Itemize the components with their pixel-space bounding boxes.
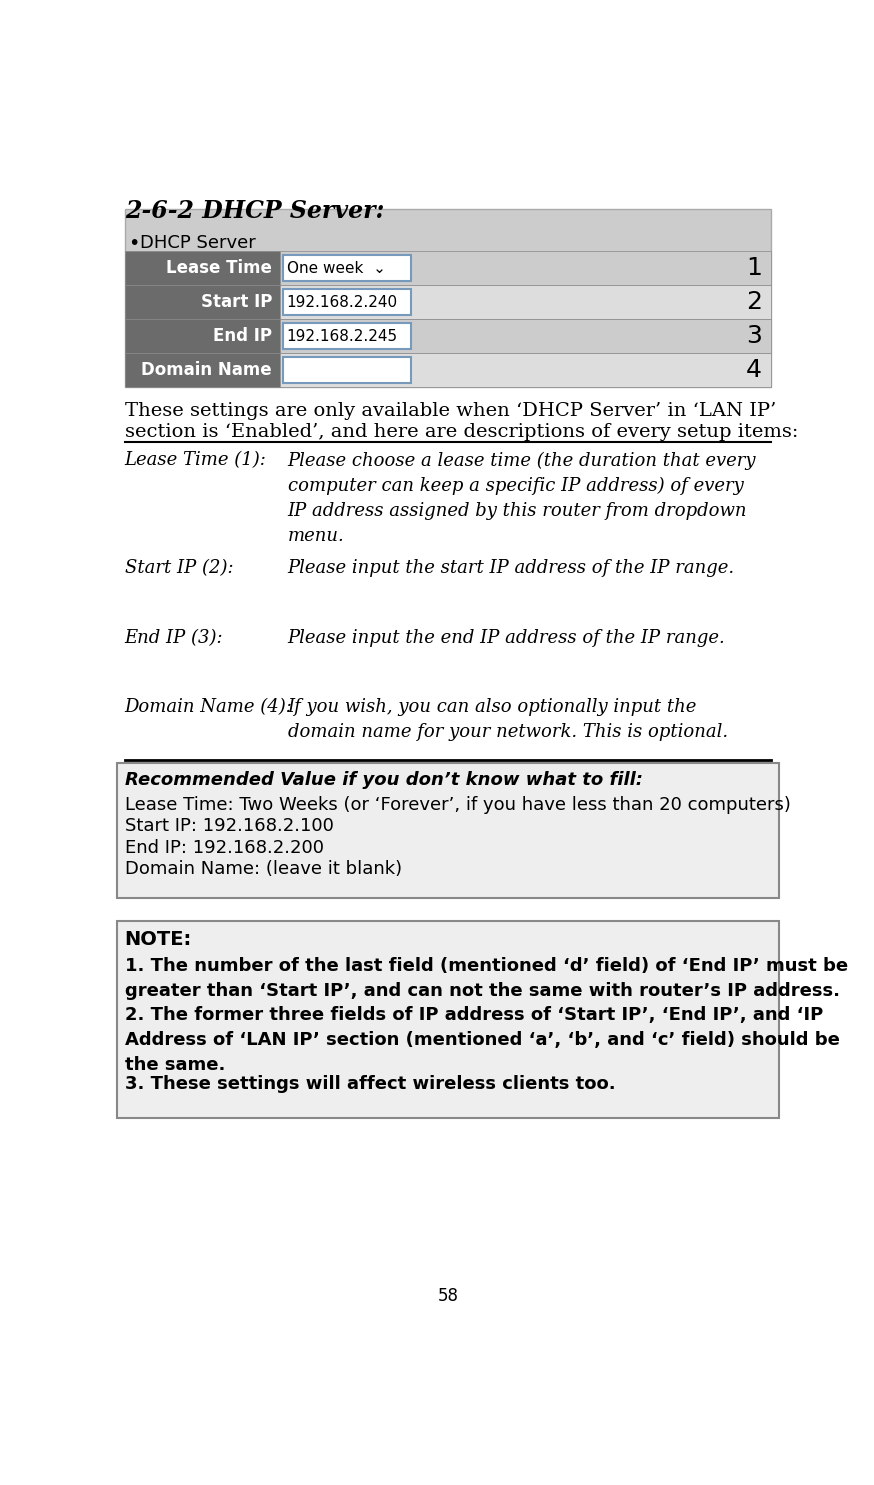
FancyBboxPatch shape <box>283 322 411 349</box>
Text: 3: 3 <box>746 324 762 347</box>
Text: Recommended Value if you don’t know what to fill:: Recommended Value if you don’t know what… <box>125 771 642 789</box>
Text: Lease Time: Lease Time <box>166 260 272 278</box>
Text: End IP (3):: End IP (3): <box>125 628 224 646</box>
Text: 58: 58 <box>437 1286 459 1305</box>
Text: 192.168.2.245: 192.168.2.245 <box>287 328 398 343</box>
Text: 2-6-2 DHCP Server:: 2-6-2 DHCP Server: <box>125 199 385 223</box>
FancyBboxPatch shape <box>280 353 771 388</box>
FancyBboxPatch shape <box>283 356 411 383</box>
Text: Please choose a lease time (the duration that every
computer can keep a specific: Please choose a lease time (the duration… <box>288 451 756 545</box>
Text: Domain Name: (leave it blank): Domain Name: (leave it blank) <box>125 860 402 879</box>
Text: 2. The former three fields of IP address of ‘Start IP’, ‘End IP’, and ‘IP
Addres: 2. The former three fields of IP address… <box>125 1005 840 1074</box>
Text: Lease Time (1):: Lease Time (1): <box>125 451 267 469</box>
Text: Lease Time: Two Weeks (or ‘Forever’, if you have less than 20 computers): Lease Time: Two Weeks (or ‘Forever’, if … <box>125 796 791 814</box>
Text: One week  ⌄: One week ⌄ <box>287 261 385 276</box>
FancyBboxPatch shape <box>117 921 779 1118</box>
Text: End IP: 192.168.2.200: End IP: 192.168.2.200 <box>125 839 323 857</box>
Text: Domain Name: Domain Name <box>142 361 272 379</box>
Text: 1. The number of the last field (mentioned ‘d’ field) of ‘End IP’ must be
greate: 1. The number of the last field (mention… <box>125 956 848 999</box>
Text: Start IP: 192.168.2.100: Start IP: 192.168.2.100 <box>125 817 334 835</box>
Text: •: • <box>128 233 139 252</box>
FancyBboxPatch shape <box>125 209 771 388</box>
FancyBboxPatch shape <box>125 319 280 353</box>
FancyBboxPatch shape <box>283 290 411 315</box>
FancyBboxPatch shape <box>280 319 771 353</box>
Text: Please input the start IP address of the IP range.: Please input the start IP address of the… <box>288 560 735 578</box>
FancyBboxPatch shape <box>117 763 779 898</box>
Text: If you wish, you can also optionally input the
domain name for your network. Thi: If you wish, you can also optionally inp… <box>288 698 728 741</box>
Text: These settings are only available when ‘DHCP Server’ in ‘LAN IP’: These settings are only available when ‘… <box>125 401 776 419</box>
Text: section is ‘Enabled’, and here are descriptions of every setup items:: section is ‘Enabled’, and here are descr… <box>125 423 798 441</box>
Text: 4: 4 <box>746 358 762 382</box>
FancyBboxPatch shape <box>125 251 280 285</box>
FancyBboxPatch shape <box>125 285 280 319</box>
Text: Start IP: Start IP <box>201 293 272 312</box>
Text: End IP: End IP <box>213 327 272 345</box>
Text: DHCP Server: DHCP Server <box>140 233 256 251</box>
Text: Start IP (2):: Start IP (2): <box>125 560 233 578</box>
Text: 192.168.2.240: 192.168.2.240 <box>287 294 398 310</box>
FancyBboxPatch shape <box>280 285 771 319</box>
Text: 2: 2 <box>746 290 762 315</box>
FancyBboxPatch shape <box>283 255 411 281</box>
Text: Please input the end IP address of the IP range.: Please input the end IP address of the I… <box>288 628 725 646</box>
FancyBboxPatch shape <box>125 353 280 388</box>
Text: Domain Name (4):: Domain Name (4): <box>125 698 293 716</box>
Text: 1: 1 <box>746 257 762 281</box>
FancyBboxPatch shape <box>280 251 771 285</box>
Text: NOTE:: NOTE: <box>125 931 192 949</box>
Text: 3. These settings will affect wireless clients too.: 3. These settings will affect wireless c… <box>125 1075 615 1093</box>
